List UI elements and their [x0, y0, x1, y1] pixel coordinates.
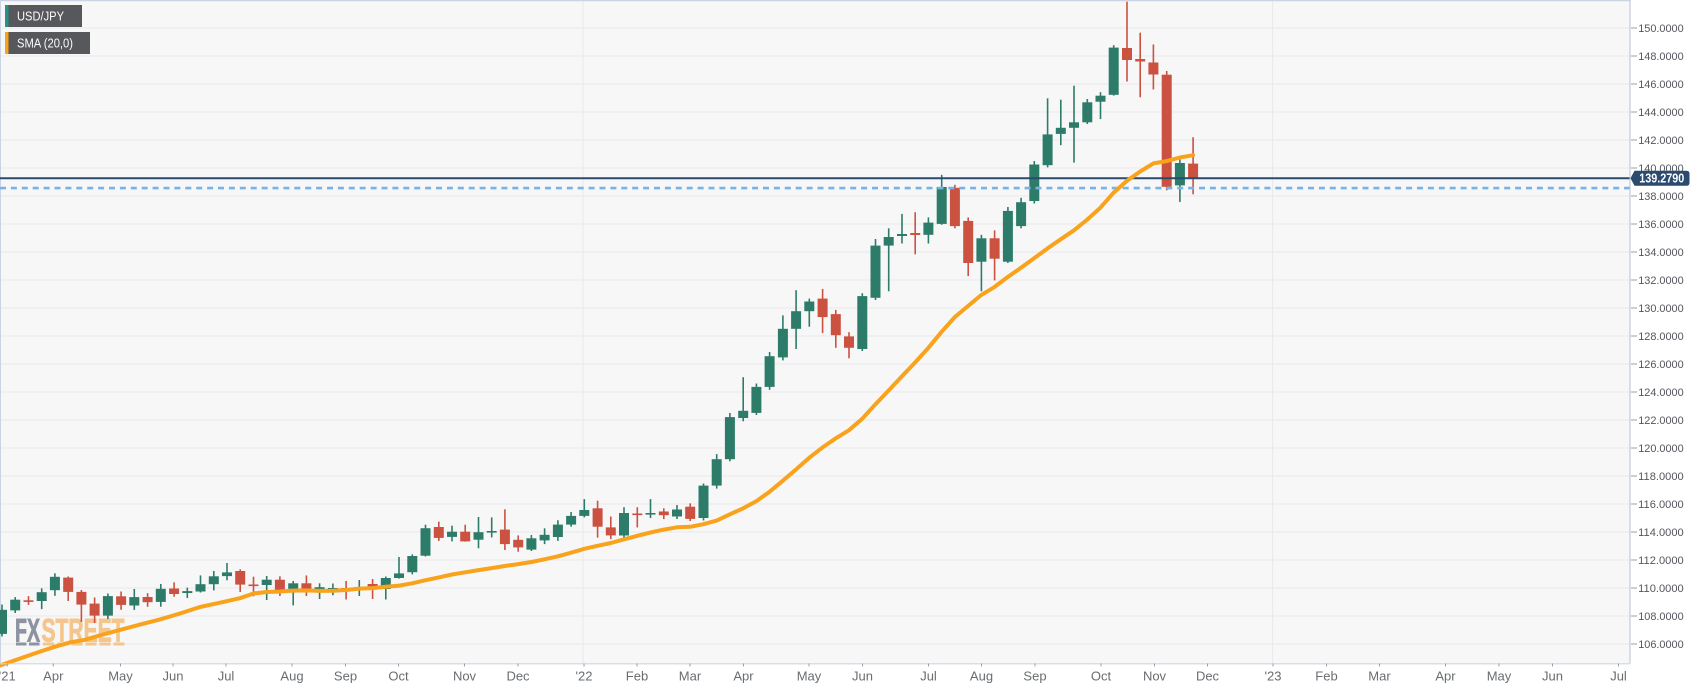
svg-text:Aug: Aug — [970, 669, 993, 684]
svg-text:Oct: Oct — [388, 669, 409, 684]
svg-text:114.0000: 114.0000 — [1638, 527, 1684, 539]
svg-text:144.0000: 144.0000 — [1638, 107, 1684, 119]
svg-text:112.0000: 112.0000 — [1638, 555, 1684, 567]
svg-text:SMA (20,0): SMA (20,0) — [17, 37, 73, 51]
svg-text:128.0000: 128.0000 — [1638, 331, 1684, 343]
svg-text:Feb: Feb — [1315, 669, 1337, 684]
svg-text:May: May — [108, 669, 133, 684]
svg-text:118.0000: 118.0000 — [1638, 471, 1684, 483]
svg-text:Oct: Oct — [1091, 669, 1112, 684]
svg-text:Mar: Mar — [679, 669, 702, 684]
svg-text:134.0000: 134.0000 — [1638, 247, 1684, 259]
svg-text:130.0000: 130.0000 — [1638, 303, 1684, 315]
svg-text:USD/JPY: USD/JPY — [17, 10, 65, 24]
svg-text:May: May — [797, 669, 822, 684]
svg-text:122.0000: 122.0000 — [1638, 415, 1684, 427]
svg-text:'21: '21 — [0, 669, 16, 684]
svg-text:Sep: Sep — [334, 669, 357, 684]
svg-text:139.2790: 139.2790 — [1639, 172, 1684, 186]
svg-text:120.0000: 120.0000 — [1638, 443, 1684, 455]
svg-text:Mar: Mar — [1368, 669, 1391, 684]
svg-text:Nov: Nov — [1143, 669, 1167, 684]
svg-text:150.0000: 150.0000 — [1638, 23, 1684, 35]
svg-text:142.0000: 142.0000 — [1638, 135, 1684, 147]
svg-text:126.0000: 126.0000 — [1638, 359, 1684, 371]
svg-text:Dec: Dec — [1196, 669, 1220, 684]
svg-text:136.0000: 136.0000 — [1638, 219, 1684, 231]
svg-text:110.0000: 110.0000 — [1638, 583, 1684, 595]
svg-text:124.0000: 124.0000 — [1638, 387, 1684, 399]
svg-text:Dec: Dec — [506, 669, 530, 684]
svg-text:'23: '23 — [1265, 669, 1282, 684]
svg-text:146.0000: 146.0000 — [1638, 79, 1684, 91]
svg-text:138.0000: 138.0000 — [1638, 191, 1684, 203]
svg-text:Apr: Apr — [1435, 669, 1456, 684]
svg-text:148.0000: 148.0000 — [1638, 51, 1684, 63]
svg-text:'22: '22 — [576, 669, 593, 684]
svg-text:Jul: Jul — [1610, 669, 1627, 684]
svg-text:Jun: Jun — [852, 669, 873, 684]
svg-text:May: May — [1487, 669, 1512, 684]
svg-text:FX: FX — [15, 613, 40, 649]
svg-text:Jul: Jul — [920, 669, 937, 684]
svg-text:Aug: Aug — [280, 669, 303, 684]
svg-text:Sep: Sep — [1023, 669, 1046, 684]
svg-text:Jun: Jun — [1542, 669, 1563, 684]
svg-text:132.0000: 132.0000 — [1638, 275, 1684, 287]
svg-text:116.0000: 116.0000 — [1638, 499, 1684, 511]
svg-text:STREET: STREET — [42, 613, 125, 649]
svg-text:Apr: Apr — [43, 669, 64, 684]
svg-text:106.0000: 106.0000 — [1638, 639, 1684, 651]
svg-text:Nov: Nov — [453, 669, 477, 684]
svg-text:Jun: Jun — [163, 669, 184, 684]
svg-text:108.0000: 108.0000 — [1638, 611, 1684, 623]
svg-text:Apr: Apr — [733, 669, 754, 684]
svg-text:Feb: Feb — [626, 669, 648, 684]
svg-text:Jul: Jul — [218, 669, 235, 684]
